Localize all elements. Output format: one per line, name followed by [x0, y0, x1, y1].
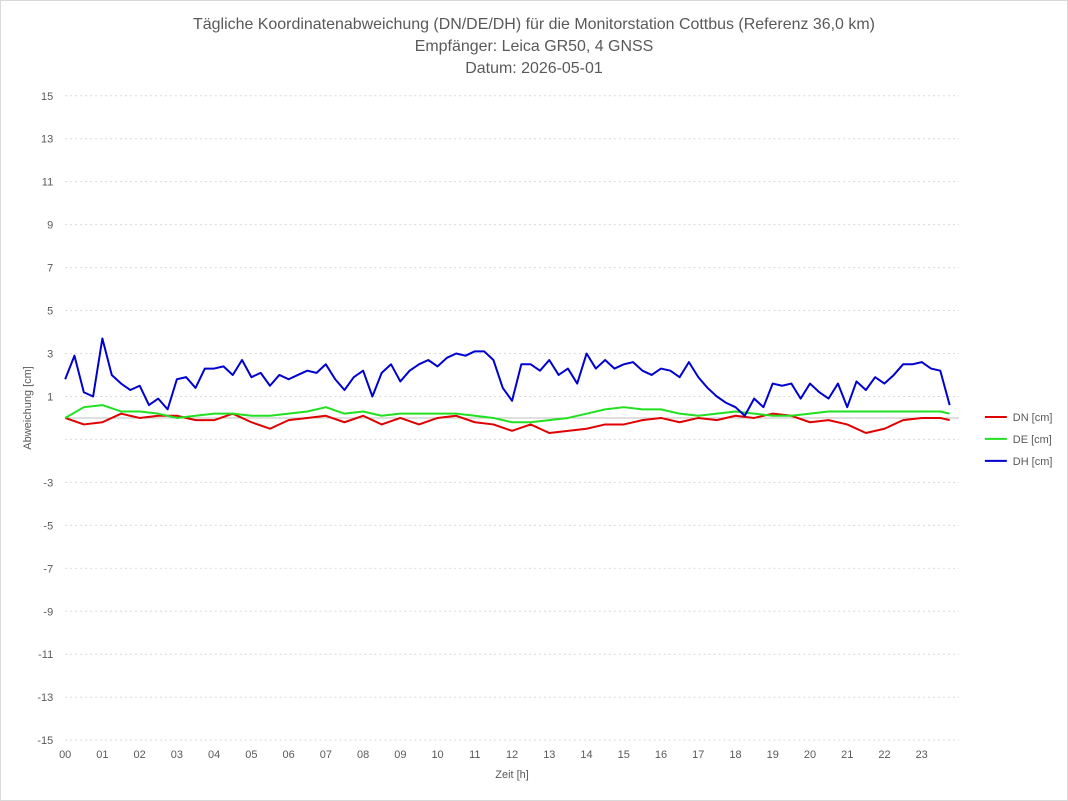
- x-tick-label: 09: [394, 749, 406, 761]
- y-tick-label: 3: [47, 349, 53, 361]
- x-tick-label: 18: [729, 749, 741, 761]
- y-tick-label: 9: [47, 220, 53, 232]
- y-tick-label: -3: [43, 477, 53, 489]
- y-tick-label: -13: [37, 692, 53, 704]
- x-tick-label: 05: [245, 749, 257, 761]
- chart-title: Tägliche Koordinatenabweichung (DN/DE/DH…: [193, 16, 875, 77]
- x-tick-label: 03: [171, 749, 183, 761]
- x-tick-label: 19: [767, 749, 779, 761]
- x-axis-ticks: 00 01 02 03 04 05 06 07 08 09 10 11 12 13 14 15 16 17 18 19…: [59, 749, 928, 761]
- y-axis-ticks: 15 13 11 9 7 5 3 1 -3 -5 -7 -9 -11 -13 -15: [37, 91, 53, 747]
- y-tick-label: 1: [47, 391, 53, 403]
- y-tick-label: 5: [47, 306, 53, 318]
- x-tick-label: 04: [208, 749, 220, 761]
- series-line-de: [64, 404, 950, 424]
- chart-title-line: Empfänger: Leica GR50, 4 GNSS: [415, 38, 654, 55]
- y-tick-label: 7: [47, 263, 53, 275]
- x-tick-label: 12: [506, 749, 518, 761]
- x-tick-label: 00: [59, 749, 71, 761]
- x-tick-label: 08: [357, 749, 369, 761]
- y-axis-label: Abweichung [cm]: [22, 366, 34, 450]
- x-tick-label: 13: [543, 749, 555, 761]
- y-tick-label: 11: [42, 177, 53, 189]
- legend: DN [cm] DE [cm] DH [cm]: [984, 412, 1053, 468]
- x-tick-label: 23: [916, 749, 928, 761]
- x-tick-label: 02: [134, 749, 146, 761]
- x-axis-label: Zeit [h]: [495, 769, 529, 781]
- x-tick-label: 10: [431, 749, 443, 761]
- legend-label: DE [cm]: [1013, 434, 1052, 446]
- series-line-dh: [64, 337, 951, 417]
- legend-label: DH [cm]: [1013, 456, 1053, 468]
- y-tick-label: -11: [38, 649, 53, 661]
- x-tick-label: 01: [96, 749, 108, 761]
- x-tick-label: 07: [320, 749, 332, 761]
- y-tick-label: -15: [37, 735, 53, 747]
- x-tick-label: 22: [878, 749, 890, 761]
- y-tick-label: 13: [41, 134, 53, 146]
- y-tick-label: -5: [43, 520, 53, 532]
- x-tick-label: 20: [804, 749, 816, 761]
- chart-title-line: Datum: 2026-05-01: [465, 60, 603, 77]
- x-tick-label: 17: [692, 749, 704, 761]
- y-tick-label: -9: [43, 606, 53, 618]
- grid-lines: [65, 95, 959, 741]
- legend-label: DN [cm]: [1013, 412, 1053, 424]
- series-lines: [64, 337, 951, 435]
- x-tick-label: 21: [841, 749, 853, 761]
- y-tick-label: 15: [41, 91, 53, 103]
- x-tick-label: 06: [283, 749, 295, 761]
- x-tick-label: 16: [655, 749, 667, 761]
- x-tick-label: 15: [618, 749, 630, 761]
- x-tick-label: 11: [469, 749, 480, 761]
- y-tick-label: -7: [43, 563, 53, 575]
- series-line-dn: [64, 412, 950, 435]
- x-tick-label: 14: [580, 749, 592, 761]
- chart-title-line: Tägliche Koordinatenabweichung (DN/DE/DH…: [193, 16, 875, 33]
